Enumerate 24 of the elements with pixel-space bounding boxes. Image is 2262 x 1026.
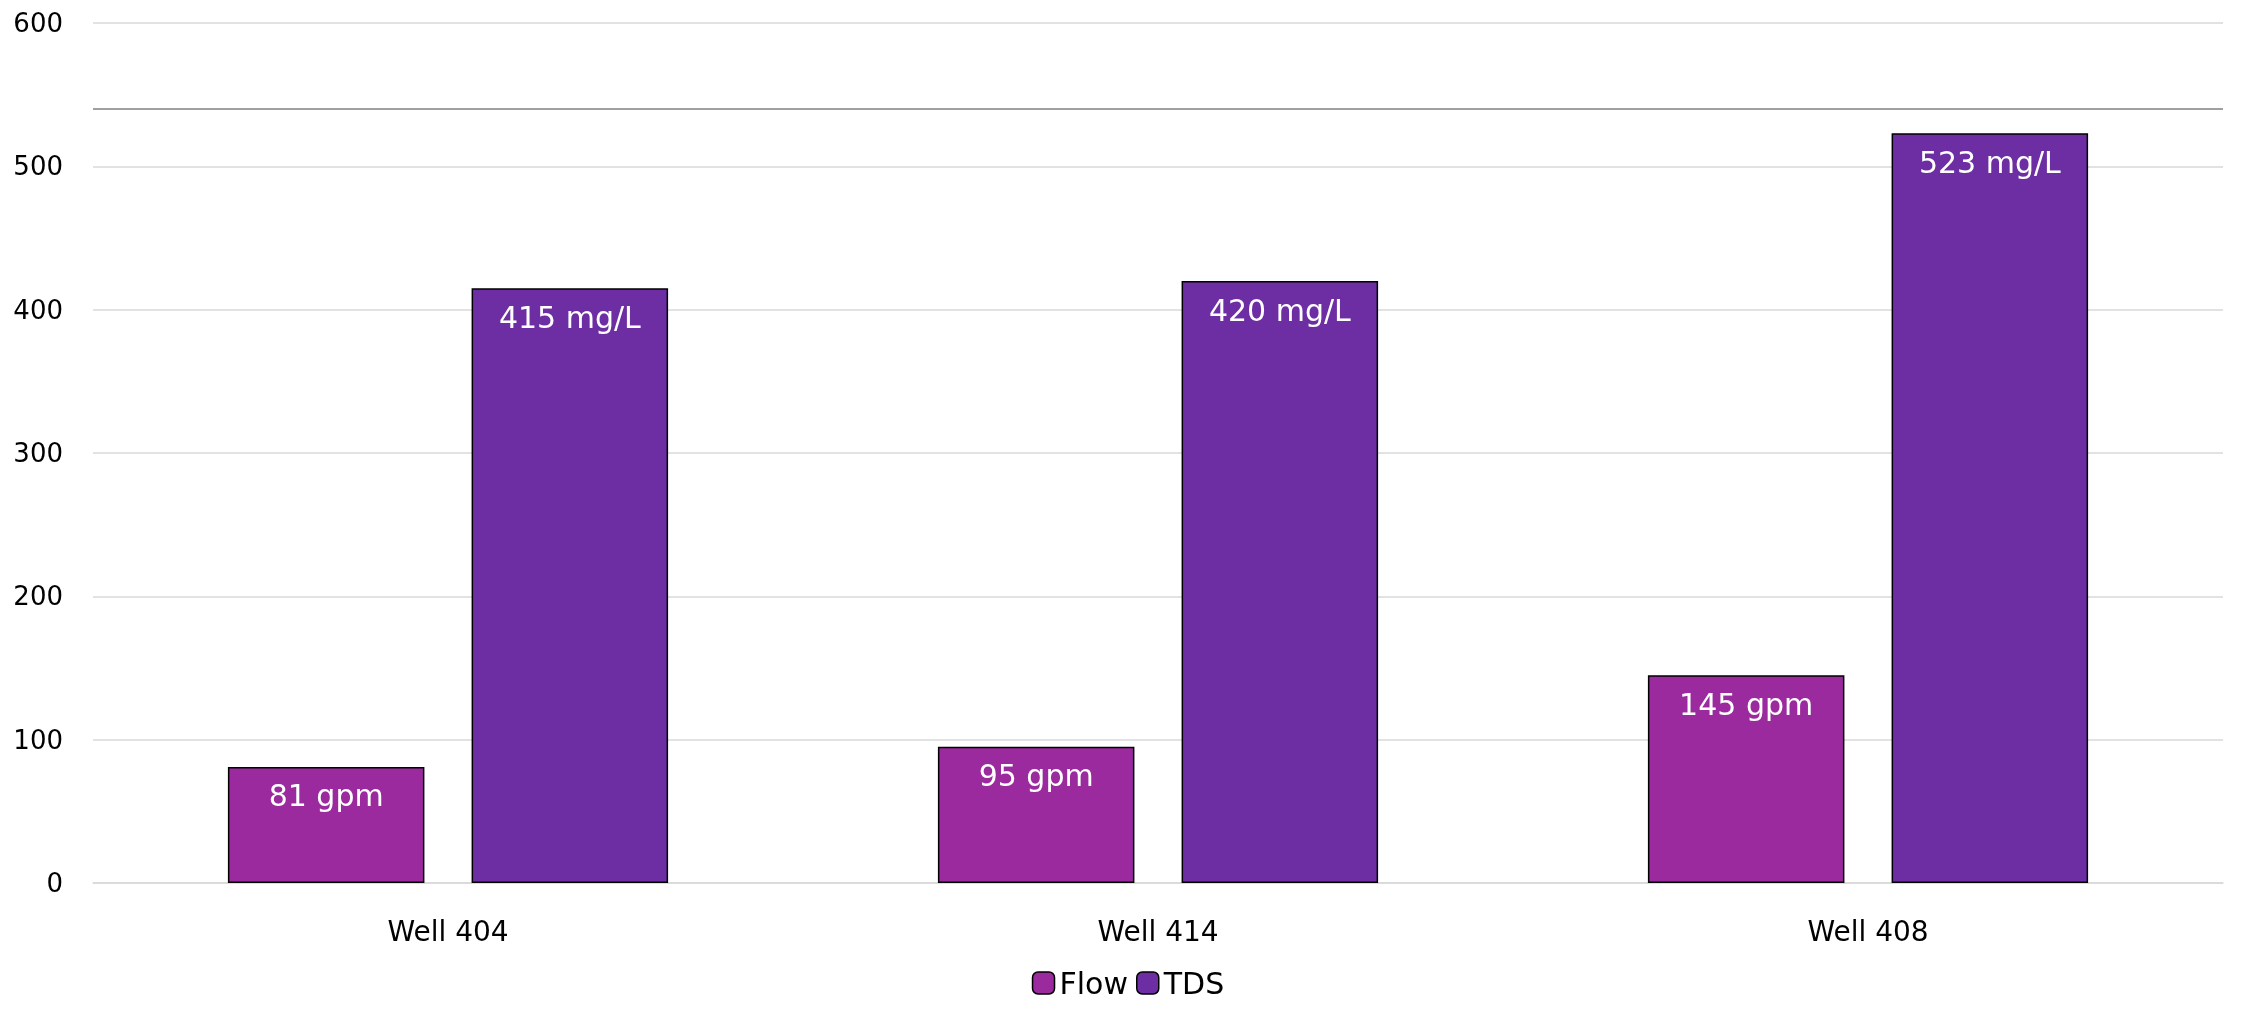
y-tick-label: 300 — [13, 438, 63, 468]
data-label: 420 mg/L — [1208, 292, 1352, 328]
y-tick-label: 100 — [13, 724, 63, 755]
bar — [1647, 675, 1845, 883]
bar — [227, 766, 425, 883]
y-tick-label: 200 — [13, 581, 63, 612]
y-tick-label: 600 — [13, 8, 63, 38]
x-tick-label: Well 408 — [1807, 914, 1929, 948]
data-label: 415 mg/L — [498, 299, 642, 335]
bar — [1181, 281, 1379, 883]
y-tick-label: 0 — [46, 868, 63, 898]
bar — [1891, 133, 2089, 883]
legend-label: TDS — [1162, 965, 1225, 1001]
data-label: 145 gpm — [1679, 686, 1814, 722]
bar — [471, 288, 669, 883]
data-label: 523 mg/L — [1918, 144, 2062, 180]
y-tick-label: 400 — [13, 294, 63, 325]
legend-label: Flow — [1059, 965, 1129, 1001]
x-tick-label: Well 414 — [1097, 914, 1219, 948]
x-tick-label: Well 404 — [387, 914, 509, 948]
data-label: 95 gpm — [978, 758, 1094, 794]
y-tick-label: 500 — [13, 151, 63, 182]
data-label: 81 gpm — [268, 778, 384, 814]
bar — [937, 746, 1135, 883]
